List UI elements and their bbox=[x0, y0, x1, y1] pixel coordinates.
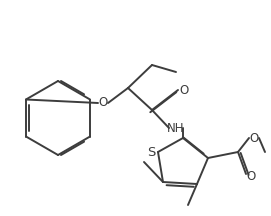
Text: O: O bbox=[246, 170, 256, 183]
Text: S: S bbox=[147, 146, 155, 159]
Text: O: O bbox=[179, 84, 189, 97]
Text: O: O bbox=[98, 97, 108, 110]
Text: NH: NH bbox=[167, 121, 185, 135]
Text: O: O bbox=[249, 132, 259, 145]
